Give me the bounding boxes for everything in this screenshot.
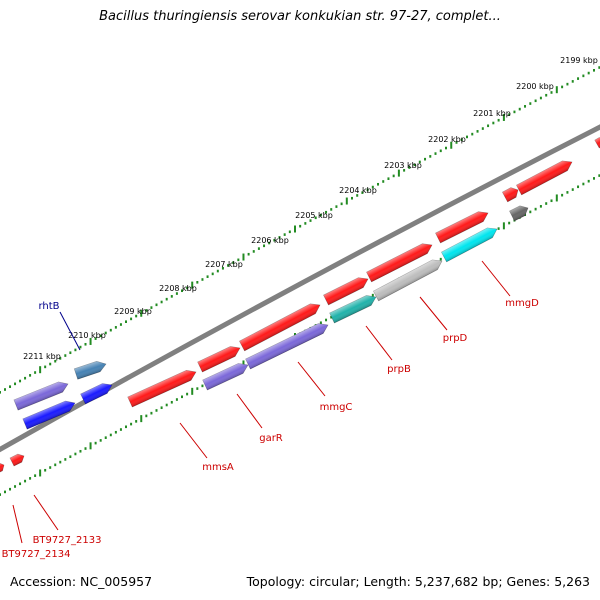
- label-leader-line: [59, 311, 81, 351]
- gene-label[interactable]: BT9727_2134: [2, 549, 71, 560]
- scale-tick-label: 2210 kbp: [68, 331, 106, 340]
- gene-feature[interactable]: [594, 136, 600, 149]
- label-leader-line: [33, 494, 59, 531]
- gene-feature[interactable]: [202, 360, 251, 391]
- gene-label[interactable]: rhtB: [38, 301, 59, 312]
- scale-ticks: 2199 kbp 2200 kbp 2201 kbp 2202 kbp 2203 kbp…: [0, 56, 600, 496]
- gene-feature[interactable]: [22, 398, 77, 430]
- gene-feature[interactable]: [239, 300, 322, 352]
- gene-feature[interactable]: [501, 185, 520, 203]
- scale-tick-label: 2202 kbp: [428, 135, 466, 144]
- scale-tick-label: 2207 kbp: [205, 260, 243, 269]
- topology-text: Topology: circular; Length: 5,237,682 bp…: [246, 574, 590, 589]
- gene-feature[interactable]: [373, 256, 444, 302]
- label-leader-line: [179, 422, 208, 459]
- gene-feature[interactable]: [127, 367, 199, 408]
- scale-tick-label: 2200 kbp: [516, 82, 554, 91]
- label-leader-line: [419, 296, 448, 331]
- gene-label[interactable]: mmgD: [505, 298, 539, 309]
- gene-feature[interactable]: [441, 224, 499, 263]
- gene-feature[interactable]: [13, 379, 70, 411]
- gene-feature[interactable]: [197, 343, 243, 373]
- label-leader-line: [12, 504, 23, 544]
- gene-features: [0, 136, 600, 475]
- scale-tick-label: 2211 kbp: [23, 352, 61, 361]
- gene-feature[interactable]: [80, 380, 115, 405]
- gene-feature[interactable]: [366, 240, 435, 283]
- gene-label[interactable]: mmsA: [202, 462, 234, 473]
- gene-label[interactable]: prpB: [387, 364, 411, 375]
- gene-label[interactable]: garR: [259, 433, 283, 444]
- gene-feature[interactable]: [435, 208, 491, 244]
- label-leader-line: [297, 361, 326, 397]
- gene-feature[interactable]: [329, 292, 379, 324]
- gene-label[interactable]: mmgC: [320, 402, 353, 413]
- scale-tick-label: 2205 kbp: [295, 211, 333, 220]
- scale-tick-label: 2209 kbp: [114, 307, 152, 316]
- label-leader-line: [365, 325, 393, 361]
- scale-tick-label: 2203 kbp: [384, 161, 422, 170]
- gene-feature[interactable]: [245, 320, 331, 370]
- gene-feature[interactable]: [73, 359, 107, 380]
- scale-tick-label: 2199 kbp: [560, 56, 598, 65]
- gene-feature[interactable]: [509, 203, 531, 222]
- scale-tick-label: 2201 kbp: [473, 109, 511, 118]
- scale-tick-label: 2208 kbp: [159, 284, 197, 293]
- label-leader-line: [481, 260, 511, 297]
- map-title: Bacillus thuringiensis serovar konkukian…: [99, 9, 501, 24]
- label-leader-line: [236, 393, 263, 429]
- gene-feature[interactable]: [0, 461, 6, 475]
- gene-label[interactable]: BT9727_2133: [33, 535, 102, 546]
- scale-tick-label: 2206 kbp: [251, 236, 289, 245]
- gene-labels: rhtB mmgD prpD prpB mmgC garR mmsA BT9727_2133 B…: [2, 260, 539, 560]
- gene-label[interactable]: prpD: [443, 333, 468, 344]
- scale-tick-label: 2204 kbp: [339, 186, 377, 195]
- gene-feature[interactable]: [9, 452, 26, 467]
- genome-backbone: [0, 124, 600, 453]
- gene-feature[interactable]: [516, 157, 574, 196]
- gene-feature[interactable]: [323, 274, 371, 306]
- accession-text: Accession: NC_005957: [10, 574, 153, 589]
